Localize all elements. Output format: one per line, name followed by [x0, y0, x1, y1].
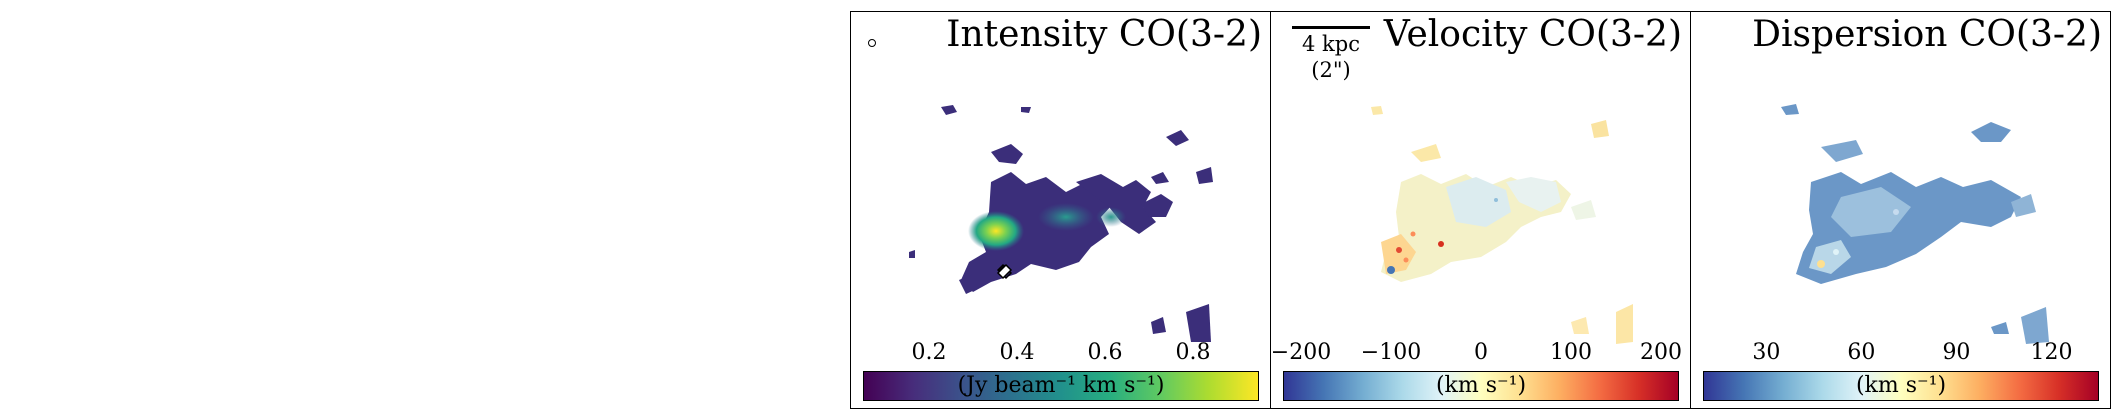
colorbar-tick: 100: [1550, 340, 1592, 365]
colorbar-ticks: 0.2 0.4 0.6 0.8: [863, 340, 1259, 370]
colorbar-label: (Jy beam⁻¹ km s⁻¹): [957, 373, 1165, 398]
colorbar-tick: 0.6: [1087, 340, 1123, 365]
panel-title: Dispersion CO(3-2): [1752, 14, 2102, 55]
dispersion-field: [1781, 104, 2049, 344]
colorbar-tick: 120: [2030, 340, 2073, 365]
velocity-map: [1371, 106, 1633, 344]
colorbar-tick: 0: [1474, 340, 1488, 365]
colorbar-tick: 0.4: [999, 340, 1035, 365]
scale-bar: 4 kpc (2"): [1291, 26, 1371, 83]
colorbar-ticks: 30 60 90 120: [1703, 340, 2099, 370]
scale-bar-sublabel: (2"): [1311, 58, 1351, 82]
panel-title: Intensity CO(3-2): [946, 14, 1262, 55]
secondary-emission: [1038, 203, 1094, 231]
panel-title: Velocity CO(3-2): [1383, 14, 1682, 55]
intensity-map: [909, 105, 1213, 342]
colorbar-label: (km s⁻¹): [1435, 373, 1527, 398]
beam-ellipse: [868, 39, 876, 47]
dispersion-map: [1781, 104, 2049, 344]
colorbar-label: (km s⁻¹): [1855, 373, 1947, 398]
scale-bar-label: 4 kpc: [1302, 32, 1360, 56]
colorbar-velocity: (km s⁻¹): [1283, 371, 1679, 401]
colorbar-tick: −200: [1270, 340, 1332, 365]
colorbar-tick: −100: [1360, 340, 1422, 365]
velocity-panel: 4 kpc (2") Velocity CO(3-2) −200 −100 0 100…: [1270, 11, 1690, 409]
tertiary-emission: [1096, 207, 1126, 227]
colorbar-ticks: −200 −100 0 100 200: [1271, 340, 1682, 370]
intensity-panel: Intensity CO(3-2) 0.2 0.4 0.6 0.8 (Jy beam⁻…: [850, 11, 1270, 409]
colorbar-intensity: (Jy beam⁻¹ km s⁻¹): [863, 371, 1259, 401]
dispersion-panel: Dispersion CO(3-2) 30 60 90 120 (km s⁻¹): [1690, 11, 2111, 409]
intensity-peak: [968, 211, 1024, 251]
colorbar-tick: 90: [1942, 340, 1971, 365]
scale-bar-line: [1292, 26, 1370, 29]
colorbar-tick: 0.8: [1175, 340, 1211, 365]
colorbar-dispersion: (km s⁻¹): [1703, 371, 2099, 401]
emission-region: [909, 105, 1213, 342]
velocity-field: [1371, 106, 1633, 344]
colorbar-tick: 30: [1752, 340, 1781, 365]
colorbar-tick: 60: [1847, 340, 1876, 365]
colorbar-tick: 200: [1640, 340, 1682, 365]
nucleus-cross-marker: [996, 263, 1013, 280]
colorbar-tick: 0.2: [911, 340, 947, 365]
